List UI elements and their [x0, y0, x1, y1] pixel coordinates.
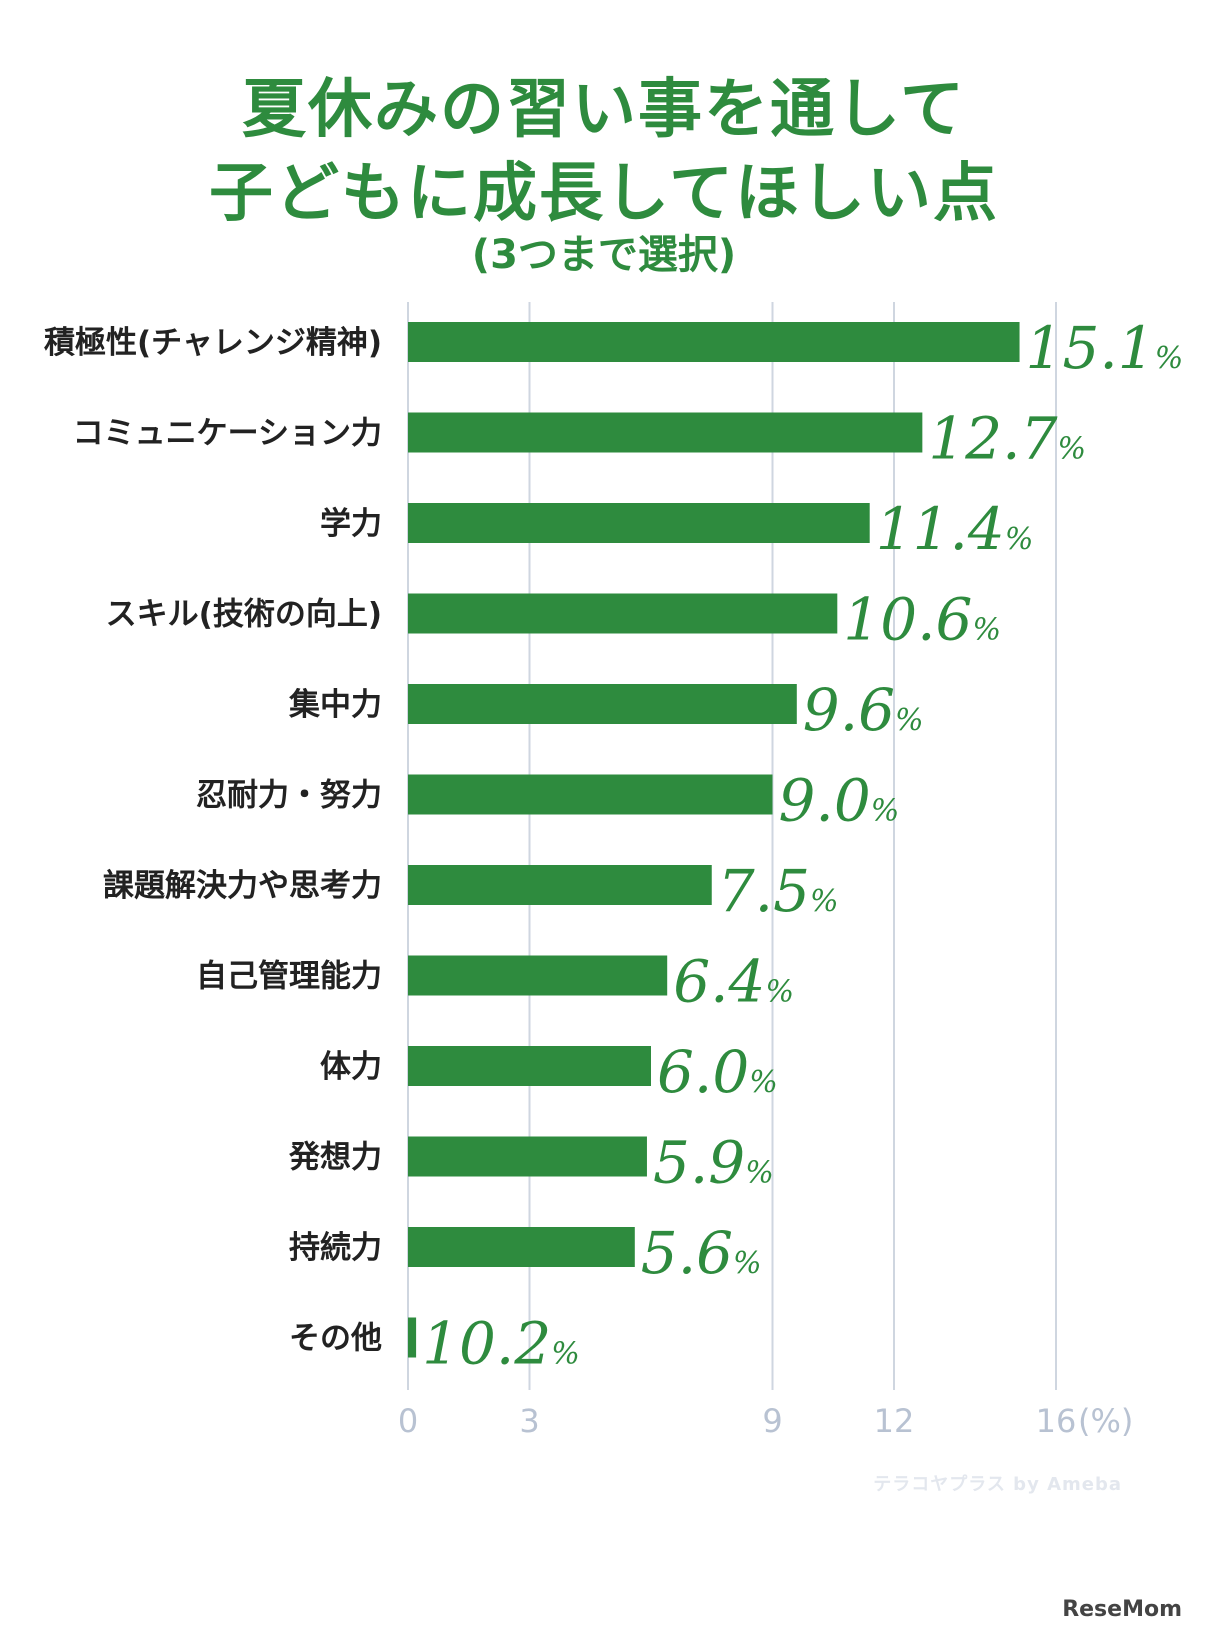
data-label: 11.4%: [876, 495, 1034, 563]
data-label: 5.6%: [641, 1219, 762, 1287]
tick-label: 12: [874, 1402, 915, 1440]
data-label: 7.5%: [718, 857, 839, 925]
data-label: 9.6%: [803, 676, 924, 744]
category-label: 積極性(チャレンジ精神): [44, 325, 382, 361]
data-label: 10.2%: [422, 1310, 580, 1378]
category-label: その他: [289, 1321, 382, 1357]
data-label: 12.7%: [928, 405, 1086, 473]
category-label: 集中力: [288, 687, 382, 723]
data-label: 5.9%: [653, 1129, 774, 1197]
watermark: テラコヤプラス by Ameba: [873, 1474, 1122, 1495]
chart-title-line1: 夏休みの習い事を通して: [241, 73, 967, 147]
data-label: 9.0%: [779, 767, 900, 835]
data-label: 10.6%: [843, 586, 1001, 654]
bar: [408, 1317, 417, 1358]
bar: [408, 412, 923, 453]
category-label: 体力: [320, 1049, 382, 1085]
bar: [408, 593, 838, 634]
bar: [408, 503, 870, 543]
tick-label: 9: [762, 1402, 782, 1440]
category-label: 学力: [320, 506, 382, 542]
category-label: 自己管理能力: [196, 959, 382, 995]
bar: [408, 1227, 635, 1267]
chart-subtitle: (3つまで選択): [471, 232, 737, 278]
category-label: 発想力: [288, 1140, 382, 1176]
category-label: 忍耐力・努力: [196, 778, 382, 814]
data-label: 6.4%: [673, 948, 794, 1016]
bar: [408, 684, 797, 724]
category-label: 持続力: [289, 1230, 382, 1266]
tick-label: 0: [398, 1402, 418, 1440]
bar: [408, 955, 668, 996]
chart-title-line2: 子どもに成長してほしい点: [208, 157, 1000, 231]
data-label: 6.0%: [657, 1038, 778, 1106]
axis-unit-label: (%): [1078, 1402, 1133, 1440]
category-label: コミュニケーション力: [73, 416, 382, 452]
brand-logo: ReseMom: [1062, 1597, 1182, 1622]
tick-label: 3: [519, 1402, 539, 1440]
category-label: スキル(技術の向上): [106, 597, 382, 633]
tick-label: 16: [1036, 1402, 1077, 1440]
bar: [408, 322, 1020, 362]
data-label: 15.1%: [1026, 314, 1184, 382]
bar: [408, 865, 712, 905]
bar: [408, 1046, 651, 1086]
bar: [408, 1136, 647, 1177]
category-label: 課題解決力や思考力: [103, 868, 382, 904]
bar: [408, 774, 773, 815]
